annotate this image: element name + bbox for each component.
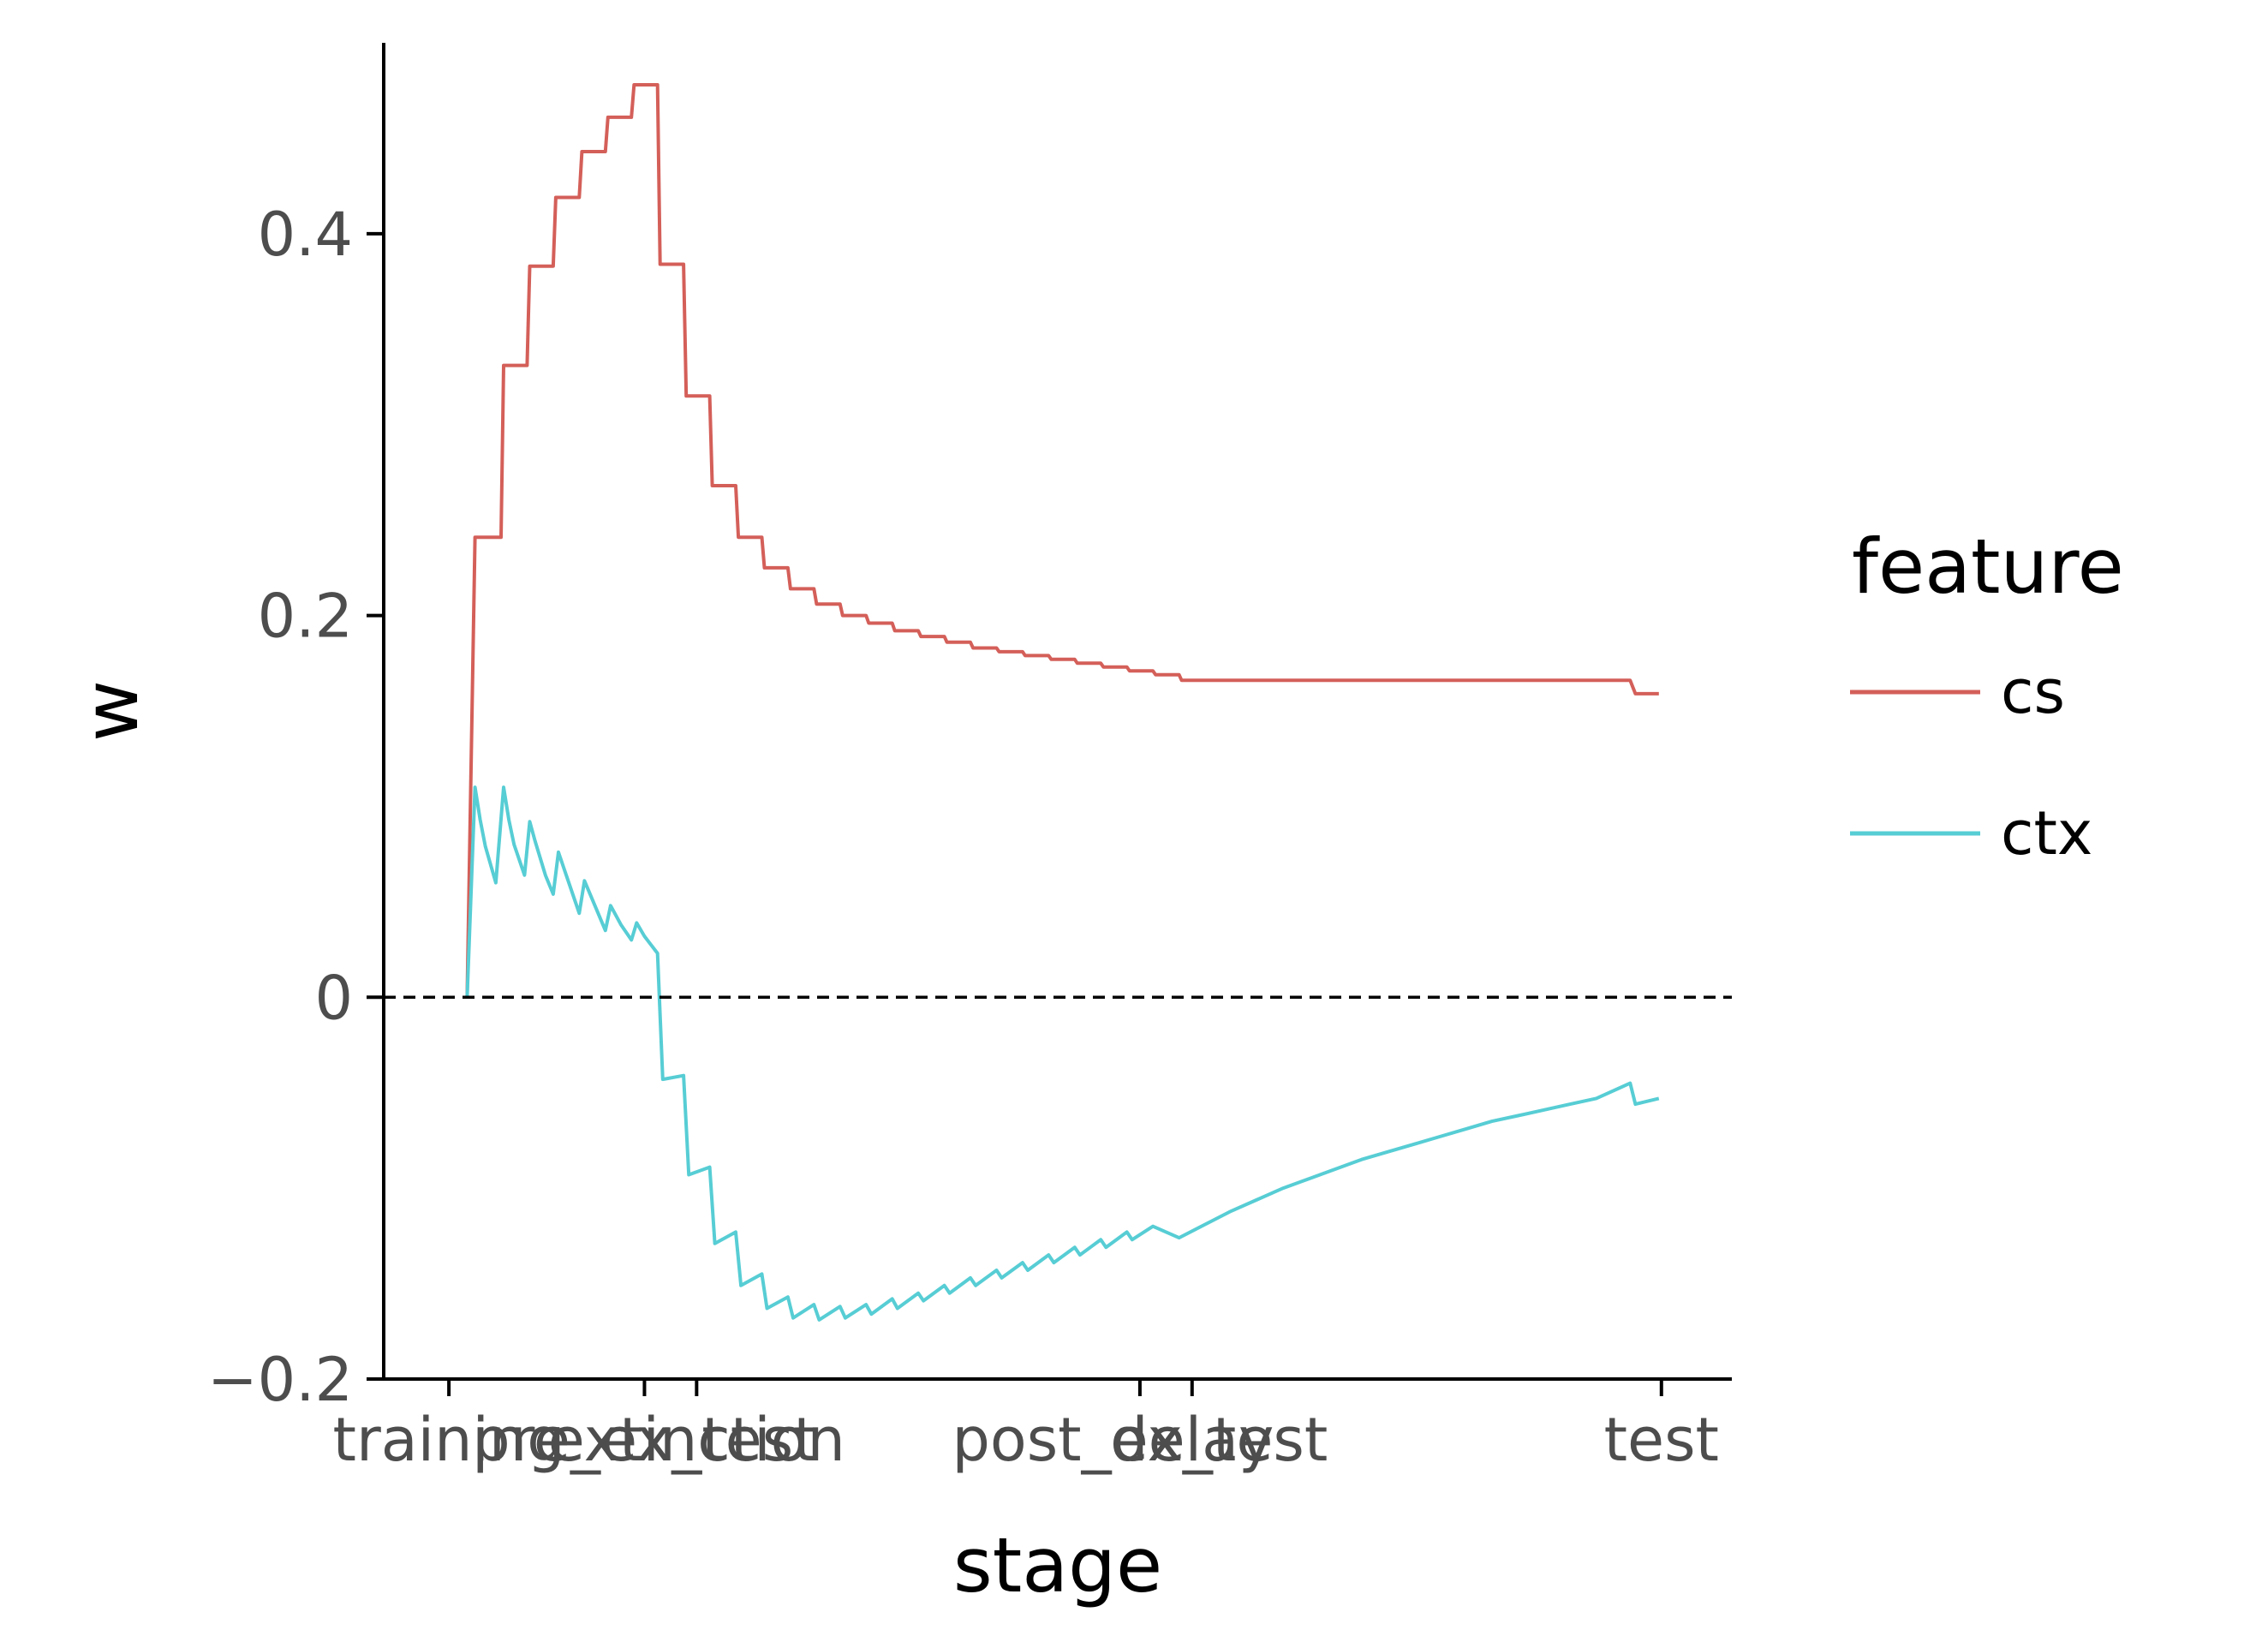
y-axis-ticks: −0.2 0 0.2 0.4 <box>207 200 384 1415</box>
y-tick-label: 0.4 <box>258 200 353 270</box>
y-tick-label: −0.2 <box>207 1345 353 1415</box>
series-line-cs <box>465 83 1659 998</box>
x-tick-label: extinction <box>548 1405 845 1475</box>
y-tick-label: 0 <box>314 963 353 1033</box>
x-axis-title: stage <box>953 1521 1162 1609</box>
series-layer <box>465 83 1660 1322</box>
series-line-ctx <box>465 785 1660 1322</box>
x-tick-label: training <box>333 1405 565 1475</box>
x-tick-label: delay <box>1110 1405 1274 1475</box>
legend: feature cs ctx <box>1850 522 2124 869</box>
y-tick-label: 0.2 <box>258 582 353 652</box>
legend-title: feature <box>1852 522 2124 611</box>
x-tick-label: post_ex_test <box>952 1405 1328 1475</box>
legend-label-cs: cs <box>2001 657 2065 727</box>
x-tick-label: test <box>1604 1405 1719 1475</box>
x-tick-label: pre_ex_test <box>472 1405 816 1475</box>
y-axis-title: w <box>67 680 155 742</box>
legend-label-ctx: ctx <box>2001 798 2092 869</box>
